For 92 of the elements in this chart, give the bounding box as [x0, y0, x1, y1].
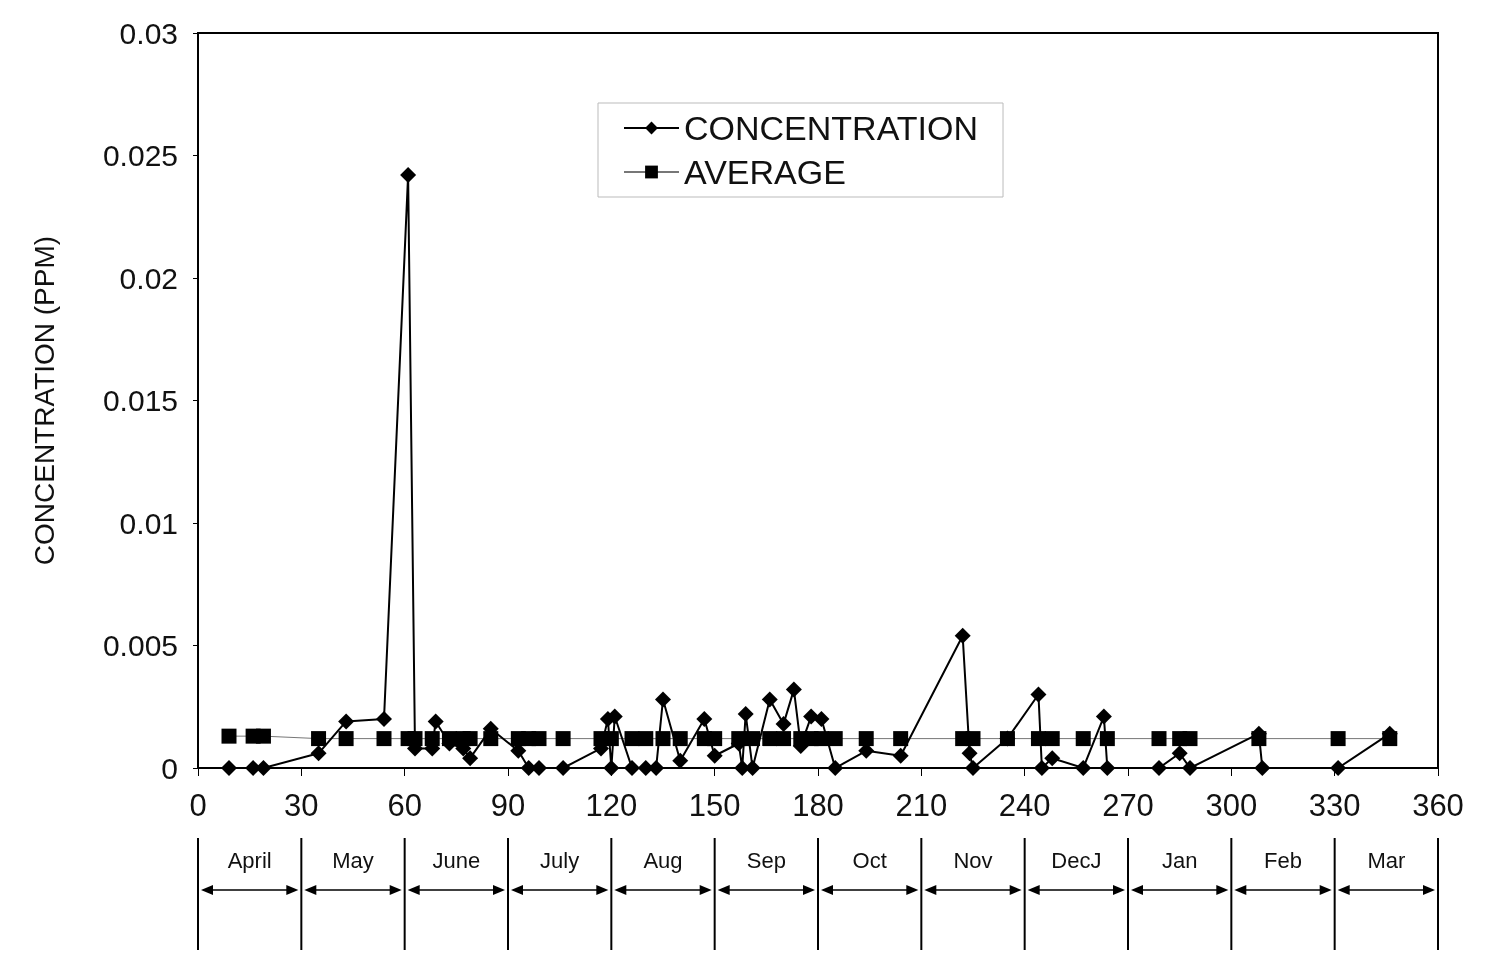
y-tick-label: 0.02 — [119, 261, 178, 295]
point — [221, 728, 237, 744]
x-tick-label: 30 — [284, 788, 319, 823]
text: Nov — [953, 848, 993, 873]
point — [672, 731, 688, 747]
point — [624, 760, 640, 776]
point — [1182, 731, 1198, 747]
x-tick-label: 300 — [1205, 788, 1258, 823]
point — [1330, 731, 1346, 747]
x-tick-label: 180 — [792, 788, 844, 823]
x-tick-label: 330 — [1308, 788, 1361, 823]
text: Jan — [1161, 848, 1198, 873]
text: May — [332, 848, 374, 873]
point — [376, 731, 392, 747]
point — [638, 731, 654, 747]
point — [1099, 760, 1116, 776]
point — [813, 711, 830, 727]
text: Mar — [1367, 848, 1406, 873]
y-tick-label: 0.015 — [102, 384, 178, 417]
point — [1075, 760, 1092, 776]
x-tick-label: 360 — [1412, 788, 1464, 823]
point — [531, 731, 547, 747]
point — [1033, 760, 1050, 776]
point — [221, 760, 237, 776]
point — [965, 760, 981, 776]
point — [338, 713, 355, 730]
point — [338, 731, 354, 747]
text: June — [432, 848, 481, 873]
x-tick-label: 120 — [585, 788, 638, 823]
point — [311, 731, 327, 747]
point — [1151, 731, 1167, 747]
y-tick-label: 0.01 — [119, 506, 178, 540]
point — [655, 691, 671, 708]
text: DecJ — [1051, 848, 1102, 873]
point — [255, 728, 271, 744]
point — [803, 708, 820, 725]
y-axis-title: CONCENTRATION (PPM) — [28, 235, 60, 566]
point — [531, 760, 547, 776]
point — [672, 752, 689, 769]
y-tick-label: 0.025 — [102, 139, 178, 172]
x-tick-label: 0 — [189, 788, 207, 823]
point — [1151, 760, 1167, 776]
x-tick-label: 90 — [490, 788, 526, 823]
point — [1030, 686, 1047, 703]
x-tick-label: 270 — [1102, 788, 1154, 823]
point — [462, 750, 479, 767]
legend-label: CONCENTRATION — [684, 109, 979, 147]
point — [1171, 745, 1188, 762]
point — [1044, 731, 1060, 747]
point — [775, 715, 792, 732]
point — [1254, 760, 1271, 776]
point — [555, 731, 571, 747]
point — [961, 745, 978, 762]
point — [427, 713, 444, 730]
x-tick-label: 60 — [387, 788, 422, 823]
y-tick-label: 0.03 — [119, 16, 178, 50]
point — [696, 711, 713, 727]
point — [761, 691, 778, 708]
point — [762, 731, 778, 747]
y-tick-label: 0.005 — [102, 629, 178, 662]
point — [376, 711, 392, 727]
point — [706, 747, 723, 764]
point — [827, 731, 843, 747]
x-tick-label: 210 — [895, 788, 948, 823]
text: Oct — [852, 848, 887, 873]
text: Sep — [746, 848, 786, 873]
point — [603, 760, 620, 776]
point — [462, 731, 478, 747]
text: July — [540, 848, 580, 873]
point — [400, 167, 417, 184]
point — [1095, 708, 1112, 725]
point — [1330, 760, 1347, 776]
point — [555, 760, 572, 776]
x-tick-label: 240 — [998, 788, 1051, 823]
point — [827, 760, 844, 776]
point — [310, 745, 327, 762]
point — [776, 731, 792, 747]
point — [1044, 750, 1061, 767]
legend-label: AVERAGE — [684, 153, 846, 191]
y-tick-label: 0 — [161, 751, 178, 785]
point — [893, 731, 909, 747]
text: Aug — [643, 848, 683, 873]
point — [785, 681, 802, 698]
x-tick-label: 150 — [688, 788, 741, 823]
point — [1075, 731, 1091, 747]
point — [954, 627, 971, 644]
point — [1182, 760, 1198, 776]
text: April — [227, 848, 272, 873]
point — [858, 731, 874, 747]
point — [892, 747, 909, 764]
point — [737, 706, 754, 723]
text: Feb — [1264, 848, 1302, 873]
